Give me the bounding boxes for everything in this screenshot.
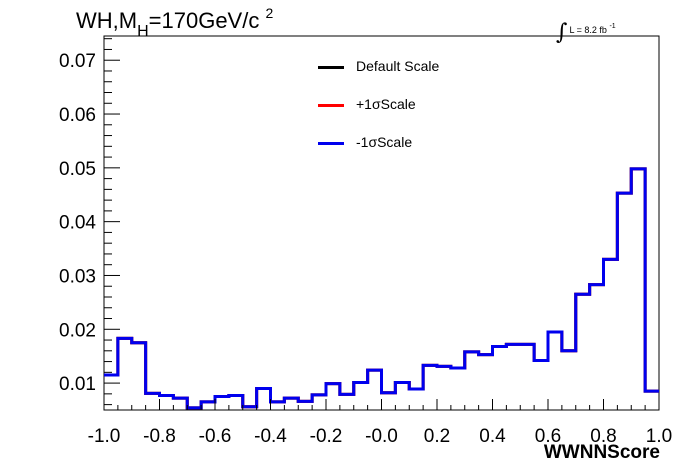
y-tick-label: 0.01	[59, 374, 96, 395]
x-tick-label: 0.8	[590, 426, 616, 447]
integral-icon: ∫	[556, 20, 568, 45]
series-lines	[104, 167, 659, 410]
title-subscript: H	[137, 23, 149, 40]
x-tick-label: 0.4	[479, 426, 506, 447]
y-tick-label: 0.03	[59, 266, 96, 287]
y-tick-label: 0.02	[59, 320, 96, 341]
x-tick-label: -0.0	[365, 426, 398, 447]
x-axis-label: WWNNScore	[543, 442, 660, 463]
lumi-superscript: -1	[609, 23, 616, 30]
x-tick-label: -0.2	[310, 426, 343, 447]
chart-title: WH,MH=170GeV/c 2	[76, 5, 274, 40]
x-tick-label: -0.8	[143, 426, 176, 447]
axis-ticks	[103, 38, 660, 410]
title-main: WH,M	[76, 8, 138, 33]
luminosity-label: ∫ L = 8.2 fb -1	[556, 14, 616, 45]
title-superscript: 2	[265, 5, 274, 21]
lumi-text: L = 8.2 fb	[569, 25, 607, 35]
legend-label-default: Default Scale	[356, 58, 440, 74]
x-tick-label: 0.2	[424, 426, 450, 447]
x-tick-label: 1.0	[646, 426, 672, 447]
y-tick-label: 0.06	[59, 105, 96, 126]
legend-label-plus-sigma: +1σScale	[356, 96, 416, 112]
x-tick-label: -0.6	[199, 426, 232, 447]
y-tick-label: 0.07	[59, 51, 96, 72]
tick-labels: -1.0 -0.8 -0.6 -0.4 -0.2 -0.0 0.2 0.4 0.6 0.8 1.0 0…	[59, 51, 672, 447]
x-tick-label: -1.0	[88, 426, 121, 447]
series-line-2	[104, 167, 659, 410]
x-tick-label: 0.6	[535, 426, 561, 447]
legend-line-plus-sigma	[318, 104, 344, 107]
y-tick-label: 0.05	[59, 159, 96, 180]
legend-line-default	[318, 66, 344, 69]
y-tick-label: 0.04	[59, 213, 96, 234]
title-rest: =170GeV/c	[148, 8, 260, 33]
x-tick-label: -0.4	[254, 426, 287, 447]
legend-line-minus-sigma	[318, 142, 344, 145]
plot-frame	[103, 35, 660, 411]
legend-label-minus-sigma: -1σScale	[356, 134, 413, 150]
plot-area-border	[103, 35, 660, 411]
